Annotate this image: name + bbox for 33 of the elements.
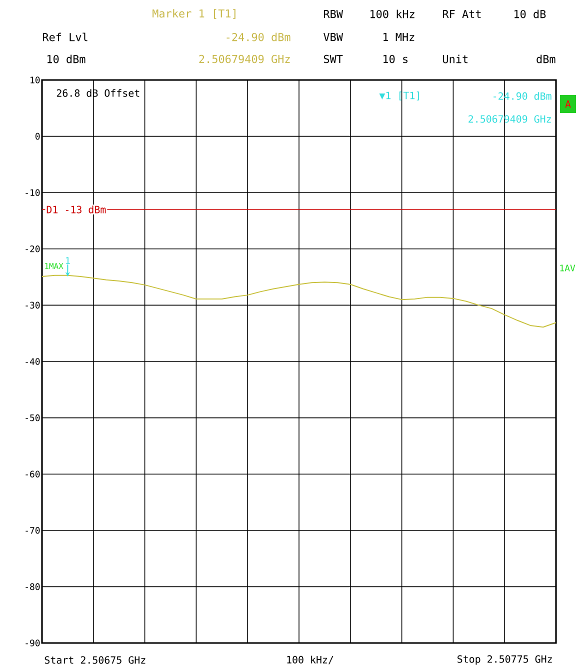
text: 1AV xyxy=(560,264,576,272)
y-tick-label: -80 xyxy=(26,583,40,590)
annotation: 1 xyxy=(66,257,70,264)
text: 10 dB xyxy=(514,10,546,18)
text: 10 s xyxy=(384,54,408,64)
text: RF Att xyxy=(442,10,481,18)
text: -24.90 dBm xyxy=(226,32,290,42)
text: A xyxy=(565,100,571,108)
y-tick-label: -60 xyxy=(26,470,40,478)
text: VBW xyxy=(324,33,343,41)
text: Stop 2.50775 GHz xyxy=(458,655,552,665)
text: RBW xyxy=(324,10,343,18)
ref-line-label: D1 -13 dBm xyxy=(46,206,106,214)
y-tick-label: -90 xyxy=(26,640,40,646)
text: Ref Lvl xyxy=(42,32,88,42)
text: Start 2.50675 GHz xyxy=(44,656,146,664)
y-tick-label: 0 xyxy=(35,132,40,140)
y-tick-label: 10 xyxy=(30,76,40,84)
text: 2.50679409 GHz xyxy=(199,54,290,64)
text: Marker 1 [T1] xyxy=(152,9,236,19)
text: SWT xyxy=(324,54,343,64)
y-tick-label: -30 xyxy=(26,302,40,309)
y-tick-label: -50 xyxy=(26,414,40,422)
text: dBm xyxy=(536,54,556,64)
text: 10 dBm xyxy=(48,54,86,64)
text: 100 kHz xyxy=(370,10,414,18)
y-tick-label: -10 xyxy=(26,189,40,196)
text: 100 kHz/ xyxy=(287,656,334,664)
text: Unit xyxy=(442,54,468,64)
y-tick-label: -40 xyxy=(26,358,40,365)
y-tick-label: -20 xyxy=(26,246,40,252)
text: 1 MHz xyxy=(384,33,414,41)
y-tick-label: -70 xyxy=(26,527,40,534)
